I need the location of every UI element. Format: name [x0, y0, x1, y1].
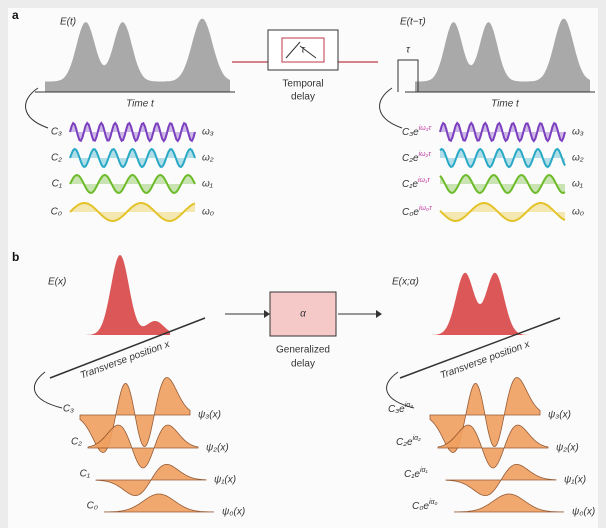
coefficient-prefix: C₃e	[402, 127, 419, 138]
phase-label: iα₂	[413, 435, 422, 442]
mode-label: ψ₀(x)	[222, 507, 245, 518]
mode-label: ψ₂(x)	[206, 443, 229, 454]
frequency-label: ω₀	[202, 207, 214, 218]
field-label: E(t−τ)	[400, 17, 426, 28]
frequency-label: ω₀	[572, 207, 584, 218]
phase-label: iω₃τ	[419, 125, 432, 132]
frequency-label: ω₂	[202, 153, 214, 164]
coefficient-label: C₁	[80, 469, 90, 480]
coefficient-label: C₃	[63, 404, 74, 415]
frequency-label: ω₃	[572, 127, 584, 138]
mode-label: ψ₁(x)	[564, 475, 586, 486]
frequency-label: ω₃	[202, 127, 214, 138]
field-label: E(x;α)	[392, 277, 419, 288]
coefficient-prefix: C₁e	[404, 469, 420, 480]
axis-label: Time t	[491, 99, 520, 110]
panel-label: a	[12, 8, 19, 22]
phase-label: iα₃	[405, 402, 414, 409]
coefficient-label: C₃	[51, 127, 62, 138]
phase-label: iα₀	[429, 499, 438, 506]
box-caption: delay	[291, 92, 315, 103]
coefficient-label: C₁	[52, 179, 62, 190]
axis-label: Time t	[126, 99, 155, 110]
coefficient-prefix: C₁e	[402, 179, 418, 190]
box-caption: Temporal	[282, 79, 323, 90]
phase-label: iω₀τ	[419, 205, 432, 212]
frequency-label: ω₁	[202, 179, 213, 190]
field-label: E(x)	[48, 277, 66, 288]
box-caption: Generalized	[276, 345, 330, 356]
mode-label: ψ₃(x)	[548, 410, 571, 421]
box-symbol: α	[300, 309, 306, 320]
frequency-label: ω₁	[572, 179, 583, 190]
coefficient-prefix: C₀e	[402, 207, 419, 218]
box-caption: delay	[291, 359, 315, 370]
coefficient-label: C₂	[51, 153, 62, 164]
coefficient-label: C₂	[71, 437, 82, 448]
coefficient-label: C₀	[87, 501, 98, 512]
phase-label: iω₁τ	[418, 177, 430, 184]
panel-label: b	[12, 250, 19, 264]
coefficient-prefix: C₃e	[388, 404, 405, 415]
mode-label: ψ₂(x)	[556, 443, 579, 454]
phase-label: iω₂τ	[419, 151, 432, 158]
figure: a E(t) Time t τ Temporal delay E(t−τ) Ti…	[0, 0, 606, 528]
coefficient-label: C₀	[51, 207, 62, 218]
frequency-label: ω₂	[572, 153, 584, 164]
field-label: E(t)	[60, 17, 76, 28]
coefficient-prefix: C₂e	[402, 153, 419, 164]
mode-label: ψ₃(x)	[198, 410, 221, 421]
mode-label: ψ₀(x)	[572, 507, 595, 518]
coefficient-prefix: C₂e	[396, 437, 413, 448]
mode-label: ψ₁(x)	[214, 475, 236, 486]
phase-label: iα₁	[420, 467, 429, 474]
coefficient-prefix: C₀e	[412, 501, 429, 512]
